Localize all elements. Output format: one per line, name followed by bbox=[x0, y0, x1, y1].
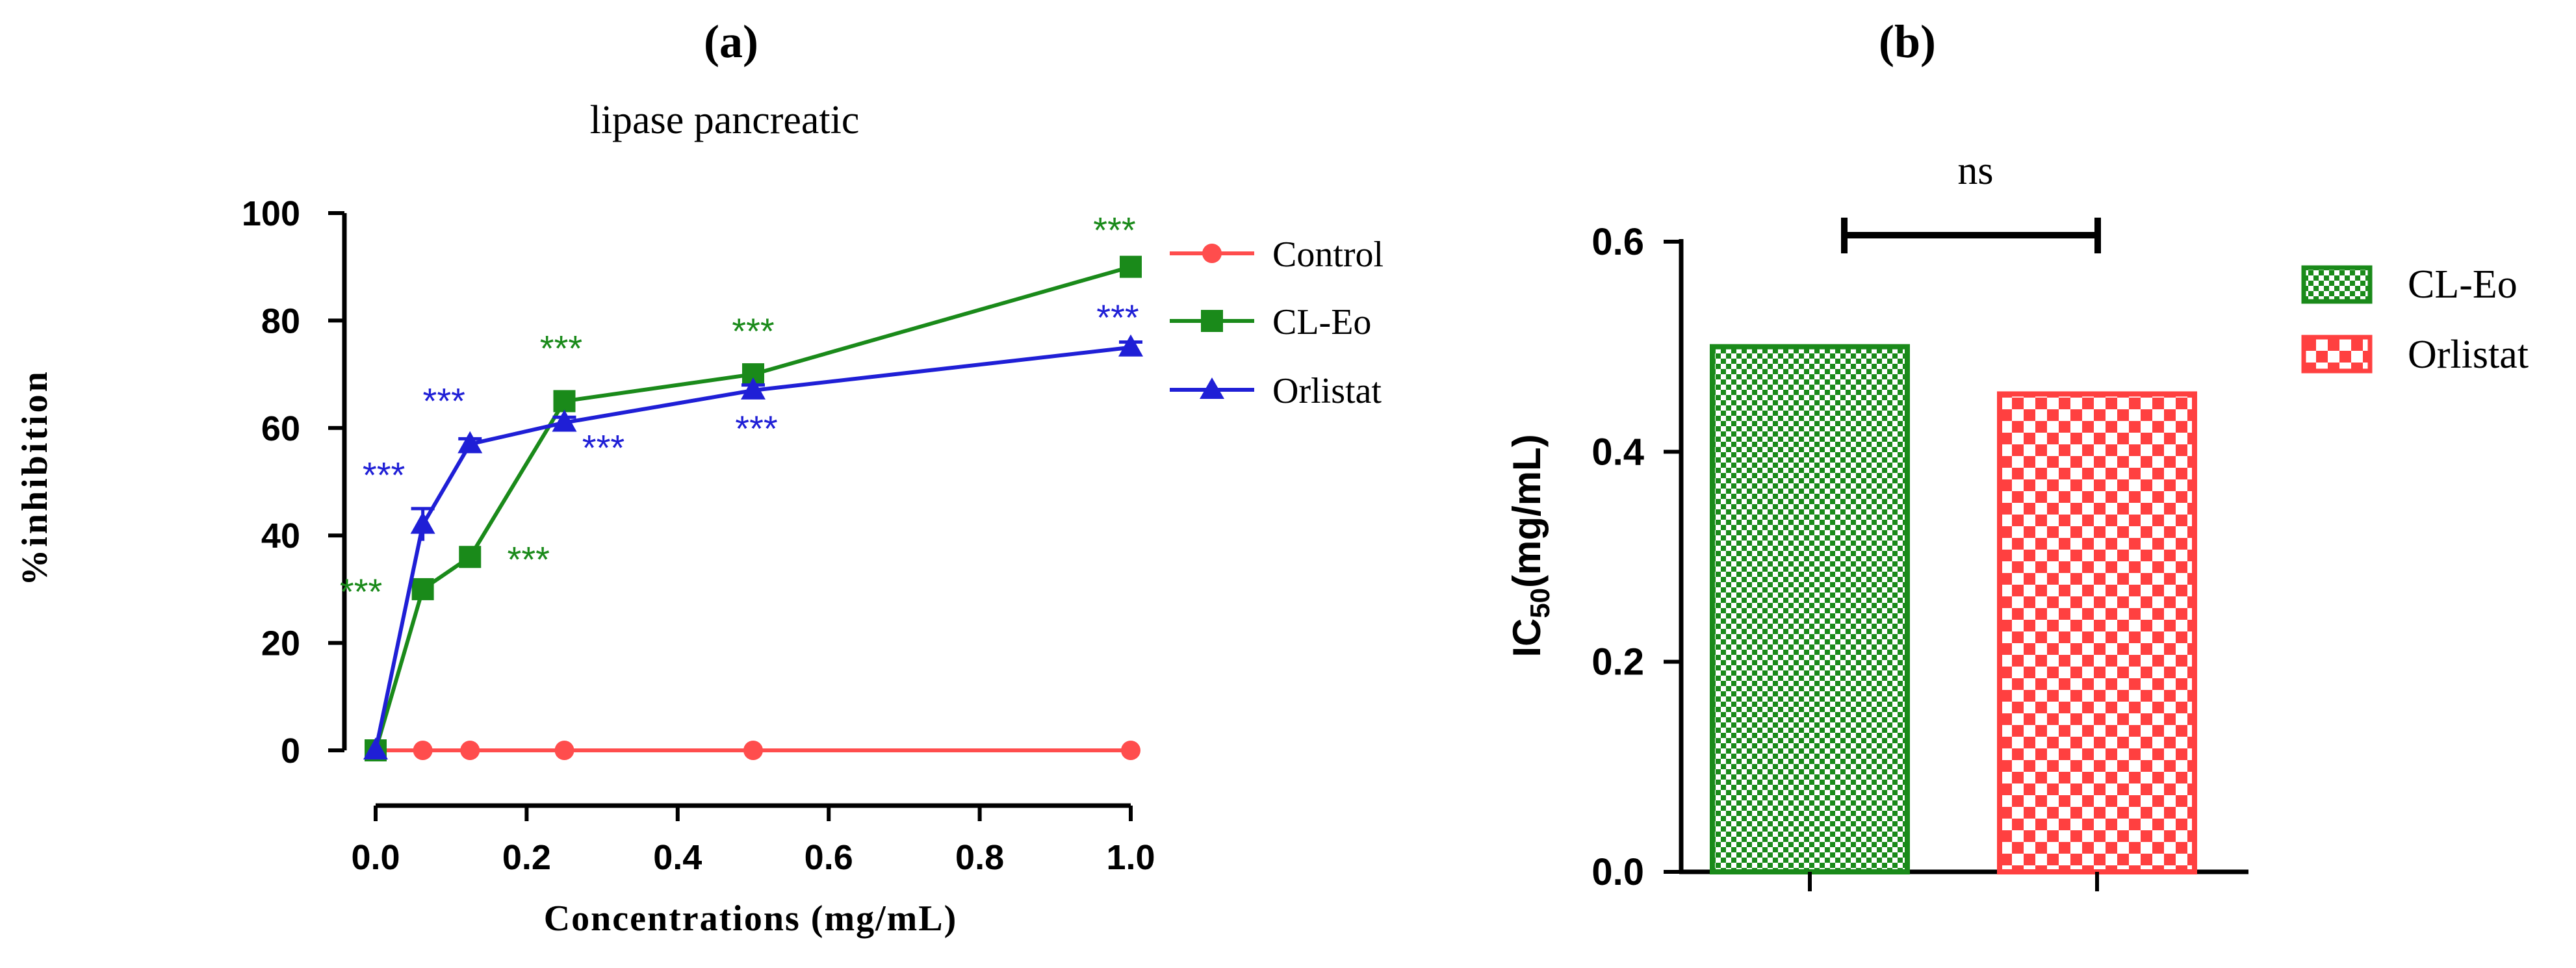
point-control-2 bbox=[460, 741, 480, 760]
x-tick-label-0-4: 0.4 bbox=[653, 838, 702, 877]
legend-item-orlistat: Orlistat bbox=[1170, 371, 1382, 411]
panel-a-legend: Control CL-Eo Orlistat bbox=[1170, 235, 1384, 411]
point-control-1 bbox=[413, 741, 433, 760]
significance-orlistat-1: *** bbox=[363, 455, 405, 496]
panel-b-legend: CL-Eo Orlistat bbox=[2301, 262, 2529, 377]
legend-item-control: Control bbox=[1170, 235, 1384, 275]
point-control-4 bbox=[743, 741, 763, 760]
panel-b: (b) IC50(mg/mL) 0.0 0.2 0.4 0.6 ns CL-Eo Or… bbox=[1505, 16, 2529, 893]
point-control-5 bbox=[1121, 741, 1140, 760]
x-tick-label-0-8: 0.8 bbox=[955, 838, 1004, 877]
panel-b-y-axis-title-main: IC bbox=[1505, 618, 1549, 657]
b-y-tick-label-0-2: 0.2 bbox=[1591, 641, 1644, 683]
significance-orlistat-2: *** bbox=[423, 381, 465, 422]
panel-b-bars bbox=[1710, 344, 2197, 891]
b-y-tick-label-0-0: 0.0 bbox=[1591, 851, 1644, 893]
panel-a-x-axis-title: Concentrations (mg/mL) bbox=[544, 898, 958, 939]
significance-label: ns bbox=[1957, 149, 1993, 193]
legend-marker-control bbox=[1202, 244, 1222, 263]
y-tick-label-20: 20 bbox=[261, 624, 300, 663]
significance-orlistat-4: *** bbox=[735, 408, 777, 449]
panel-a-x-ticks: 0.0 0.2 0.4 0.6 0.8 1.0 bbox=[351, 806, 1155, 877]
point-orlistat-5 bbox=[1118, 334, 1143, 357]
bar-orlistat bbox=[1997, 391, 2197, 874]
legend-marker-orlistat bbox=[1200, 377, 1224, 399]
point-cl-eo-5 bbox=[1120, 255, 1142, 278]
significance-bracket: ns bbox=[1841, 149, 2101, 253]
point-orlistat-2 bbox=[457, 431, 483, 453]
legend-marker-cl-eo bbox=[1201, 310, 1223, 332]
point-orlistat-0 bbox=[363, 737, 388, 759]
legend-item-b-orlistat: Orlistat bbox=[2301, 333, 2529, 377]
panel-b-y-axis-title-sub: 50 bbox=[1525, 588, 1555, 618]
significance-orlistat-3: *** bbox=[582, 427, 625, 468]
significance-cl-eo-4: *** bbox=[732, 311, 774, 351]
point-orlistat-4 bbox=[741, 377, 766, 400]
b-y-tick-label-0-6: 0.6 bbox=[1591, 221, 1644, 263]
significance-cl-eo-3: *** bbox=[540, 327, 582, 368]
panel-b-label: (b) bbox=[1879, 16, 1936, 68]
significance-cl-eo-5: *** bbox=[1093, 210, 1135, 251]
significance-cl-eo-1: *** bbox=[340, 571, 382, 612]
significance-cl-eo-2: *** bbox=[508, 539, 550, 580]
series-line-orlistat bbox=[374, 345, 1131, 751]
panel-a-label: (a) bbox=[704, 16, 758, 68]
point-control-3 bbox=[554, 741, 574, 760]
series-orlistat: *** *** *** *** *** bbox=[363, 297, 1143, 759]
legend-swatch-b-orlistat bbox=[2301, 335, 2373, 374]
series-cl-eo: *** *** *** *** *** bbox=[340, 210, 1142, 761]
y-tick-label-40: 40 bbox=[261, 516, 300, 555]
x-tick-label-0-0: 0.0 bbox=[351, 838, 400, 877]
point-cl-eo-2 bbox=[459, 546, 482, 568]
legend-label-control: Control bbox=[1272, 235, 1384, 275]
panel-a-title: lipase pancreatic bbox=[590, 98, 860, 142]
x-tick-label-0-6: 0.6 bbox=[805, 838, 853, 877]
panel-a-plot-area: *** *** *** *** *** *** *** *** *** *** bbox=[340, 210, 1143, 761]
panel-b-y-ticks: 0.0 0.2 0.4 0.6 bbox=[1591, 221, 1681, 893]
legend-item-cl-eo: CL-Eo bbox=[1170, 302, 1371, 342]
x-tick-label-0-2: 0.2 bbox=[502, 838, 551, 877]
bar-cl-eo bbox=[1710, 344, 1910, 874]
panel-b-y-axis-title-unit: (mg/mL) bbox=[1505, 434, 1549, 588]
legend-label-b-orlistat: Orlistat bbox=[2408, 333, 2529, 377]
panel-a-y-axis-title: %inhibition bbox=[15, 369, 55, 585]
panel-b-y-axis-title: IC50(mg/mL) bbox=[1505, 434, 1555, 657]
point-orlistat-1 bbox=[410, 511, 435, 534]
legend-item-b-cl-eo: CL-Eo bbox=[2301, 262, 2518, 307]
significance-orlistat-5: *** bbox=[1096, 297, 1139, 338]
x-tick-label-1-0: 1.0 bbox=[1106, 838, 1155, 877]
y-tick-label-100: 100 bbox=[242, 194, 300, 233]
y-tick-label-80: 80 bbox=[261, 301, 300, 340]
series-control bbox=[366, 741, 1140, 760]
y-tick-label-60: 60 bbox=[261, 409, 300, 448]
point-cl-eo-1 bbox=[411, 578, 434, 600]
legend-label-cl-eo: CL-Eo bbox=[1272, 302, 1371, 342]
point-orlistat-3 bbox=[552, 409, 577, 432]
y-tick-label-0: 0 bbox=[281, 732, 300, 771]
b-y-tick-label-0-4: 0.4 bbox=[1591, 431, 1644, 473]
legend-label-b-cl-eo: CL-Eo bbox=[2408, 262, 2518, 307]
panel-a-y-ticks: 0 20 40 60 80 100 bbox=[242, 194, 344, 771]
panel-a: (a) lipase pancreatic %inhibition Concen… bbox=[15, 16, 1384, 939]
legend-swatch-b-cl-eo bbox=[2301, 265, 2373, 304]
series-line-cl-eo bbox=[374, 264, 1131, 751]
legend-label-orlistat: Orlistat bbox=[1272, 371, 1382, 411]
point-cl-eo-3 bbox=[553, 390, 576, 413]
